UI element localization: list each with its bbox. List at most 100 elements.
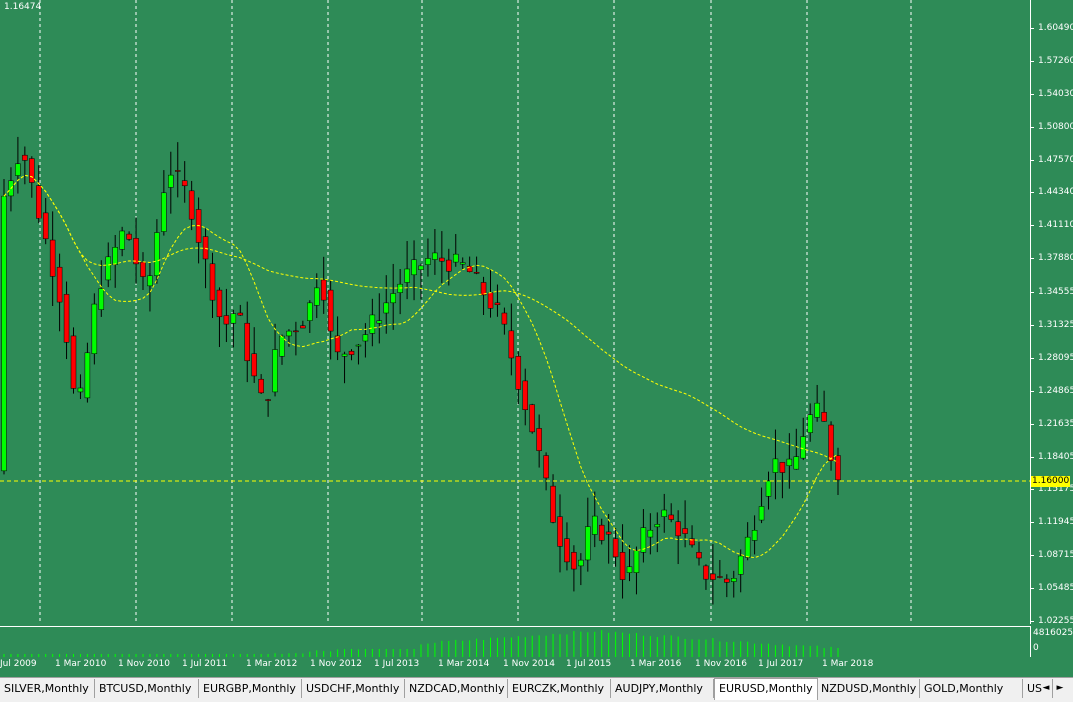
price-tick-mark	[1030, 555, 1034, 557]
price-tick-mark	[1030, 456, 1034, 458]
price-tick-label: 1.31325	[1038, 319, 1073, 330]
time-tick-label: 1 Mar 2016	[630, 659, 682, 669]
bull-candle	[168, 174, 174, 188]
bull-candle	[418, 265, 424, 270]
price-tick-mark	[1030, 588, 1034, 590]
volume-panel[interactable]	[0, 626, 1031, 657]
bull-candle	[286, 330, 292, 337]
price-tick-mark	[1030, 159, 1034, 161]
bear-candle	[724, 578, 730, 583]
time-tick-label: 1 Mar 2010	[55, 659, 107, 669]
price-tick-label: 1.15175	[1038, 484, 1073, 495]
bull-candle	[279, 335, 285, 357]
price-tick-mark	[1030, 390, 1034, 392]
bull-candle	[800, 436, 806, 459]
bull-candle	[1, 195, 7, 472]
bear-candle	[689, 538, 695, 546]
bear-candle	[237, 312, 244, 316]
bear-candle	[202, 236, 209, 260]
bull-candle	[355, 344, 362, 347]
chart-tab-bar: SILVER,Monthly BTCUSD,Monthly EURGBP,Month…	[0, 677, 1073, 702]
bull-candle	[91, 303, 98, 355]
volume-chart	[3, 630, 839, 657]
price-chart[interactable]	[0, 0, 1030, 624]
bear-candle	[63, 294, 70, 343]
chart-tab-us[interactable]: US	[1023, 679, 1053, 698]
time-tick-label: 1 Nov 2010	[118, 659, 170, 669]
price-tick-label: 1.50800	[1038, 121, 1073, 132]
bull-candle	[112, 247, 118, 265]
time-tick-label: Jul 2009	[0, 659, 37, 669]
price-tick-mark	[1030, 258, 1034, 260]
bull-candle	[744, 536, 751, 558]
bull-candle	[647, 529, 654, 538]
bear-candle	[258, 378, 264, 394]
bull-candle	[314, 287, 320, 306]
time-tick-label: 1 Jul 2015	[566, 659, 612, 669]
moving-average-slow	[3, 174, 839, 463]
price-tick-label: 1.54030	[1038, 88, 1073, 99]
bull-candle	[77, 387, 84, 393]
bull-candle	[751, 530, 758, 541]
bull-candle	[592, 515, 598, 535]
time-tick-label: 1 Nov 2012	[310, 659, 362, 669]
bear-candle	[42, 212, 49, 240]
price-tick-mark	[1030, 489, 1034, 491]
chart-tab-eurgbp[interactable]: EURGBP,Monthly	[199, 679, 302, 698]
chart-tab-audjpy[interactable]: AUDJPY,Monthly	[611, 679, 714, 698]
bull-candle	[98, 288, 105, 310]
price-tick-label: 1.24865	[1038, 385, 1073, 396]
bull-candle	[425, 258, 431, 265]
price-tick-label: 1.18405	[1038, 451, 1073, 462]
bull-candle	[654, 524, 661, 528]
bear-candle	[682, 528, 688, 534]
tab-scroll-left-icon[interactable]: ◄	[1042, 683, 1050, 693]
bear-candle	[348, 350, 355, 355]
chart-tab-btcusd[interactable]: BTCUSD,Monthly	[95, 679, 199, 698]
bear-candle	[536, 428, 542, 451]
bull-candle	[272, 349, 278, 393]
bear-candle	[515, 356, 522, 390]
chart-tab-usdchf[interactable]: USDCHF,Monthly	[302, 679, 405, 698]
time-tick-label: 1 Nov 2014	[503, 659, 555, 669]
bear-candle	[717, 576, 723, 578]
bear-candle	[821, 412, 827, 422]
price-tick-mark	[1030, 60, 1034, 62]
moving-average-fast	[3, 174, 839, 559]
price-tick-label: 1.41110	[1038, 220, 1073, 231]
price-tick-label: 1.34555	[1038, 287, 1073, 298]
tab-scroll-right-icon[interactable]: ►	[1056, 683, 1064, 693]
bear-candle	[494, 302, 501, 305]
bull-candle	[147, 275, 153, 287]
price-tick-mark	[1030, 292, 1034, 294]
time-tick-label: 1 Mar 2012	[246, 659, 298, 669]
bear-candle	[29, 158, 35, 183]
chart-tab-nzdusd[interactable]: NZDUSD,Monthly	[817, 679, 920, 698]
bear-candle	[49, 239, 56, 277]
chart-tab-eurczk[interactable]: EURCZK,Monthly	[508, 679, 611, 698]
chart-tab-gold[interactable]: GOLD,Monthly	[920, 679, 1023, 698]
price-tick-mark	[1030, 126, 1034, 128]
bear-candle	[550, 485, 556, 523]
bull-candle	[15, 163, 21, 176]
chart-tab-nzdcad[interactable]: NZDCAD,Monthly	[405, 679, 508, 698]
bear-candle	[320, 279, 327, 301]
bear-candle	[300, 325, 306, 329]
chart-tab-silver[interactable]: SILVER,Monthly	[0, 679, 95, 698]
bull-candle	[737, 555, 744, 575]
price-tick-label: 1.57260	[1038, 55, 1073, 66]
bear-candle	[779, 462, 786, 473]
volume-axis-max: 4816025	[1033, 628, 1073, 638]
chart-tab-eurusd[interactable]: EURUSD,Monthly	[714, 678, 818, 700]
bear-candle	[480, 282, 487, 296]
price-tick-mark	[1030, 357, 1034, 359]
price-tick-label: 1.08715	[1038, 550, 1073, 561]
bear-candle	[543, 455, 549, 479]
bull-candle	[578, 559, 584, 567]
price-tick-label: 1.44340	[1038, 187, 1073, 198]
price-tick-label: 1.28095	[1038, 352, 1073, 363]
bear-candle	[56, 266, 63, 303]
bear-candle	[22, 154, 28, 161]
chart-area[interactable]	[0, 0, 1031, 624]
price-tick-mark	[1030, 621, 1034, 622]
